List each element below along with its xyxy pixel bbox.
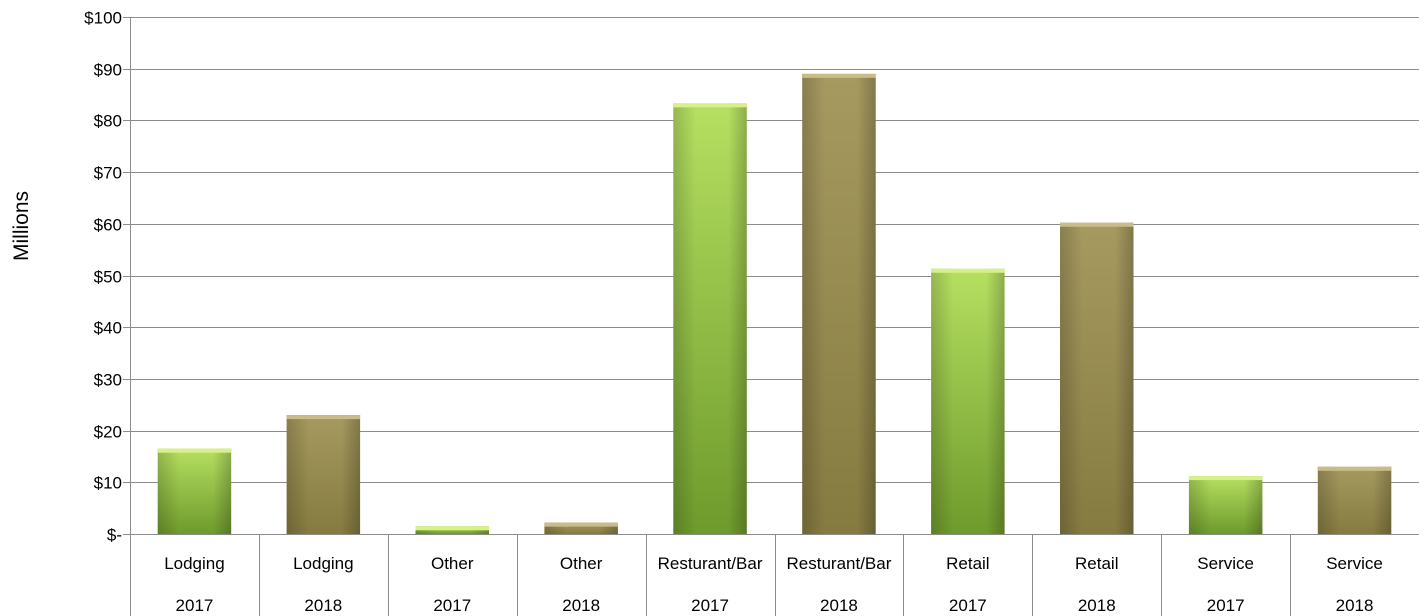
x-tick-label-year: 2018: [820, 596, 858, 615]
bar-shade: [1060, 222, 1134, 535]
bar-shade: [1188, 476, 1263, 534]
bar-other-2018: [544, 522, 618, 534]
x-tick-label-category: Service: [1326, 554, 1383, 573]
x-tick-label-year: 2017: [433, 596, 471, 615]
y-tick-label: $100: [84, 9, 122, 28]
y-tick-label: $90: [94, 61, 122, 80]
y-tick-label: $50: [94, 268, 122, 287]
x-tick-label-category: Lodging: [293, 554, 354, 573]
bar-retail-2018: [1060, 222, 1134, 535]
x-tick-label-category: Other: [431, 554, 474, 573]
x-tick-label-year: 2018: [1078, 596, 1116, 615]
y-tick-label: $-: [107, 526, 122, 545]
x-tick-label-year: 2018: [304, 596, 342, 615]
x-tick-label-category: Lodging: [164, 554, 225, 573]
x-tick-label-year: 2017: [1207, 596, 1245, 615]
bar-retail-2017: [931, 268, 1005, 534]
y-axis-title: Millions: [10, 191, 33, 261]
y-tick-label: $20: [94, 423, 122, 442]
y-tick-label: $70: [94, 164, 122, 183]
bar-service-2018: [1317, 466, 1392, 534]
bar-cap: [1060, 222, 1134, 227]
bar-shade: [673, 103, 747, 535]
bar-shade: [544, 522, 618, 534]
bar-shade: [286, 415, 361, 534]
bar-resturant-bar-2017: [673, 103, 747, 535]
bar-cap: [673, 103, 747, 108]
y-tick-label: $60: [94, 216, 122, 235]
bar-shade: [157, 448, 232, 534]
x-tick-label-category: Resturant/Bar: [658, 554, 763, 573]
x-tick-label-year: 2017: [176, 596, 214, 615]
y-tick-label: $10: [94, 474, 122, 493]
bar-resturant-bar-2018: [802, 73, 876, 535]
bar-cap: [1317, 466, 1392, 471]
x-tick-label-category: Service: [1197, 554, 1254, 573]
y-axis-ticks: $- $10 $20 $30 $40 $50 $60 $70 $80 $90 $100: [84, 9, 130, 545]
bar-cap: [544, 522, 618, 527]
bar-service-2017: [1188, 476, 1263, 534]
y-tick-label: $40: [94, 319, 122, 338]
bar-lodging-2018: [286, 415, 361, 534]
bar-lodging-2017: [157, 448, 232, 534]
x-tick-label-category: Other: [560, 554, 603, 573]
x-tick-label-year: 2017: [691, 596, 729, 615]
x-tick-label-category: Retail: [946, 554, 989, 573]
y-tick-label: $30: [94, 371, 122, 390]
bar-shade: [1317, 466, 1392, 534]
bars: [157, 73, 1392, 535]
bar-cap: [286, 415, 361, 420]
y-tick-label: $80: [94, 112, 122, 131]
bar-cap: [931, 268, 1005, 273]
x-axis: Lodging 2017 Lodging 2018 Other 2017 Other 2018…: [130, 17, 1419, 616]
bar-shade: [802, 73, 876, 535]
x-tick-label-year: 2018: [1336, 596, 1374, 615]
bar-cap: [1188, 476, 1263, 481]
bar-cap: [157, 448, 232, 453]
bar-cap: [415, 526, 489, 531]
bar-other-2017: [415, 526, 489, 534]
x-tick-label-year: 2017: [949, 596, 987, 615]
bar-shade: [931, 268, 1005, 534]
x-tick-label-year: 2018: [562, 596, 600, 615]
bar-cap: [802, 73, 876, 78]
x-tick-label-category: Resturant/Bar: [787, 554, 892, 573]
x-tick-label-category: Retail: [1075, 554, 1118, 573]
